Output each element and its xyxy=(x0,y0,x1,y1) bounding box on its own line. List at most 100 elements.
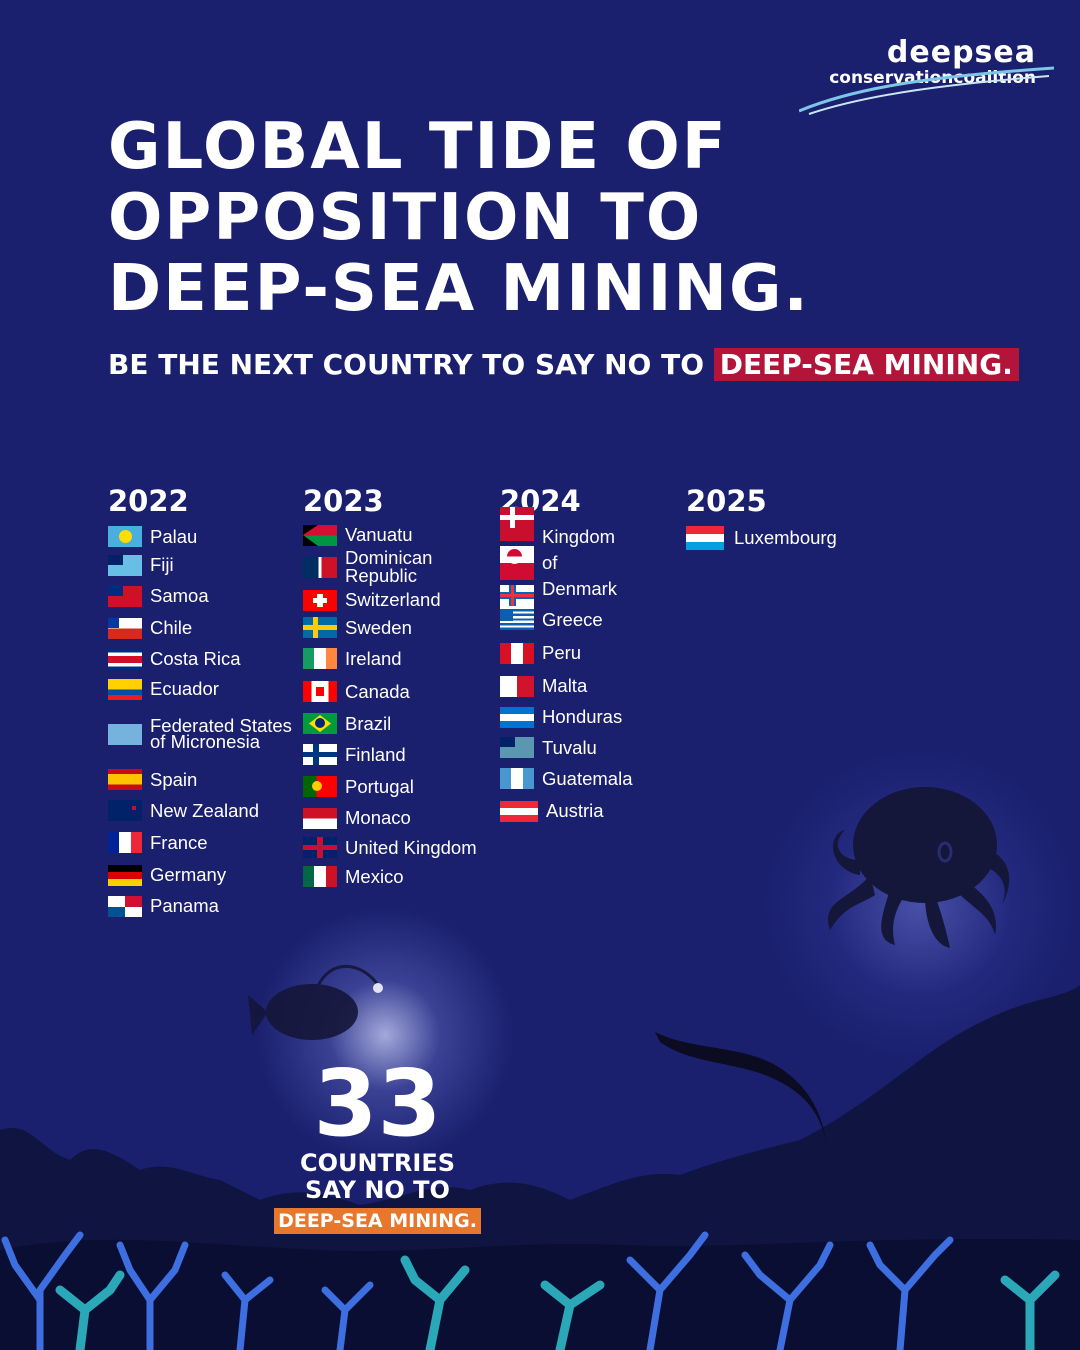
counter-highlight: DEEP-SEA MINING. xyxy=(274,1208,481,1234)
micronesia-flag-icon xyxy=(108,723,142,745)
country-item: Guatemala xyxy=(500,763,700,794)
country-item: New Zealand xyxy=(108,795,308,826)
peru-flag-icon xyxy=(500,642,534,664)
country-item: Panama xyxy=(108,891,308,921)
country-list: Vanuatu Dominican Republic Switzerland S… xyxy=(303,523,503,891)
logo-wave-icon xyxy=(799,66,1055,115)
country-item: Switzerland xyxy=(303,587,503,613)
malta-flag-icon xyxy=(500,675,534,697)
palau-flag-icon xyxy=(108,526,142,547)
new-zealand-flag-icon xyxy=(108,800,142,821)
country-item: France xyxy=(108,826,308,859)
country-item: Costa Rica xyxy=(108,644,308,674)
greenland-flag-icon xyxy=(500,546,534,580)
logo-text-deepsea: deepsea xyxy=(886,35,1036,70)
country-item: Sweden xyxy=(303,613,503,642)
country-list: Luxembourg xyxy=(686,523,886,553)
country-name: Samoa xyxy=(150,585,209,606)
kingdom-of-denmark-flags xyxy=(500,507,534,619)
country-name: Canada xyxy=(345,680,410,702)
country-item: Samoa xyxy=(108,580,308,612)
canada-flag-icon xyxy=(303,681,337,702)
country-name: Portugal xyxy=(345,775,414,797)
country-name: Dominican Republic xyxy=(345,547,433,586)
country-item: Chile xyxy=(108,612,308,644)
country-counter: 33 COUNTRIES SAY NO TO DEEP-SEA MINING. xyxy=(270,1058,485,1234)
guatemala-flag-icon xyxy=(500,768,534,789)
country-item: Kingdom of Denmark xyxy=(500,507,700,619)
deepsea-conservation-coalition-logo: deepsea conservationcoalition xyxy=(799,35,1055,115)
dominican-republic-flag-icon xyxy=(303,556,337,578)
country-name: Greece xyxy=(542,608,603,630)
portugal-flag-icon xyxy=(303,776,337,797)
spain-flag-icon xyxy=(108,769,142,790)
country-name: Honduras xyxy=(542,706,623,727)
switzerland-flag-icon xyxy=(303,589,337,611)
subtitle: BE THE NEXT COUNTRY TO SAY NO TO DEEP-SE… xyxy=(108,346,1019,384)
country-name: Finland xyxy=(345,743,406,765)
country-item: Canada xyxy=(303,675,503,708)
country-item: Palau xyxy=(108,523,308,550)
brazil-flag-icon xyxy=(303,713,337,734)
subtitle-highlight: DEEP-SEA MINING. xyxy=(713,348,1019,381)
blue-coral-left xyxy=(1,1231,274,1350)
germany-flag-icon xyxy=(108,864,142,886)
country-name: Malta xyxy=(542,675,588,696)
country-item: Austria xyxy=(500,794,700,828)
ireland-flag-icon xyxy=(303,648,337,669)
costa-rica-flag-icon xyxy=(108,648,142,670)
country-name: Monaco xyxy=(345,807,411,828)
country-item: Luxembourg xyxy=(686,523,886,553)
country-name: New Zealand xyxy=(150,799,260,821)
country-item: United Kingdom xyxy=(303,833,503,862)
country-name: Sweden xyxy=(345,616,412,638)
country-name: Peru xyxy=(542,642,582,663)
country-item: Finland xyxy=(303,739,503,770)
country-name: Spain xyxy=(150,768,198,790)
country-item: Dominican Republic xyxy=(303,547,503,587)
country-item: Germany xyxy=(108,859,308,891)
octopus-light-glow xyxy=(760,745,1080,1065)
austria-flag-icon xyxy=(500,800,538,822)
counter-number: 33 xyxy=(313,1050,442,1157)
country-name: Panama xyxy=(150,895,219,916)
tuvalu-flag-icon xyxy=(500,737,534,758)
country-item: Fiji xyxy=(108,550,308,580)
country-name: Costa Rica xyxy=(150,648,241,669)
country-list: Palau Fiji Samoa Chile Costa Rica Ecuado… xyxy=(108,523,308,921)
country-name: Palau xyxy=(150,525,198,547)
country-name: Fiji xyxy=(150,554,174,575)
country-name: Guatemala xyxy=(542,767,633,789)
fiji-flag-icon xyxy=(108,554,142,576)
country-list: Kingdom of Denmark Greece Peru Malta Hon… xyxy=(500,507,700,828)
country-item: Mexico xyxy=(303,862,503,891)
country-name: Federated States of Micronesia xyxy=(150,715,292,752)
country-item: Greece xyxy=(500,603,700,636)
monaco-flag-icon xyxy=(303,807,337,829)
country-name: France xyxy=(150,831,208,853)
country-item: Spain xyxy=(108,764,308,795)
country-item: Portugal xyxy=(303,770,503,803)
ecuador-flag-icon xyxy=(108,678,142,700)
country-name: Ireland xyxy=(345,647,402,669)
country-item: Brazil xyxy=(303,708,503,739)
country-name: Germany xyxy=(150,864,227,885)
eel-icon xyxy=(655,1032,826,1142)
year-heading: 2022 xyxy=(108,484,189,518)
country-item: Vanuatu xyxy=(303,523,503,547)
france-flag-icon xyxy=(108,832,142,853)
denmark-flag-icon xyxy=(500,507,534,541)
country-name: Switzerland xyxy=(345,589,441,610)
country-item: Federated States of Micronesia xyxy=(108,704,308,764)
chile-flag-icon xyxy=(108,617,142,639)
subtitle-lead: BE THE NEXT COUNTRY TO SAY NO TO xyxy=(108,348,714,381)
year-column-2025: 2025 Luxembourg xyxy=(686,483,886,553)
luxembourg-flag-icon xyxy=(686,526,724,550)
country-name: United Kingdom xyxy=(345,836,477,858)
country-name: Luxembourg xyxy=(734,527,837,548)
country-item: Monaco xyxy=(303,803,503,833)
country-name: Vanuatu xyxy=(345,524,413,545)
united-kingdom-flag-icon xyxy=(303,837,337,858)
year-column-2023: 2023 Vanuatu Dominican Republic Switzerl… xyxy=(303,483,503,891)
country-name: Austria xyxy=(546,800,604,821)
